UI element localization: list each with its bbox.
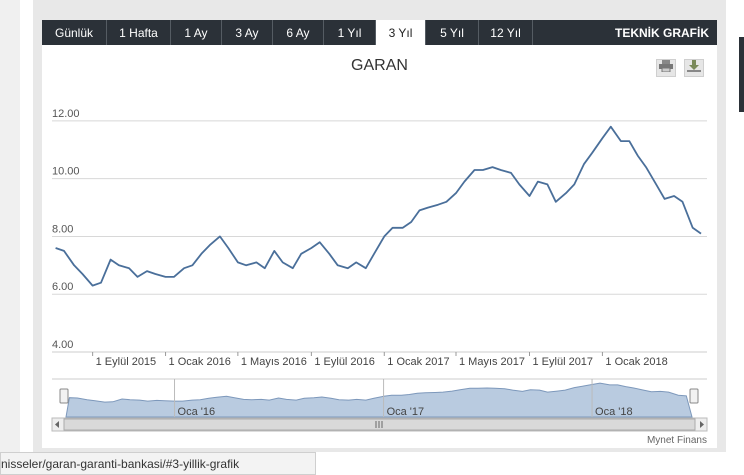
tab-3-years[interactable]: 3 Yıl: [376, 20, 426, 45]
chart-title: GARAN: [351, 57, 408, 74]
navigator-right-handle[interactable]: [689, 388, 699, 404]
download-icon: [687, 59, 701, 77]
scroll-left-arrow-icon: [55, 421, 59, 428]
navigator-label: Oca '16: [178, 406, 216, 418]
x-tick-label: 1 Eylül 2017: [533, 356, 594, 368]
tab-3-months[interactable]: 3 Ay: [222, 20, 273, 45]
x-tick-label: 1 Eylül 2015: [96, 356, 157, 368]
tab-6-months[interactable]: 6 Ay: [273, 20, 324, 45]
y-tick-label: 8.00: [52, 223, 73, 235]
price-chart: 4.00 6.00 8.00 10.00 12.00 1 Eylül 2015 1 Ocak…: [51, 108, 708, 432]
x-tick-label: 1 Ocak 2018: [605, 356, 667, 368]
tab-1-year[interactable]: 1 Yıl: [324, 20, 376, 45]
download-button[interactable]: [684, 59, 704, 77]
y-tick-label: 10.00: [52, 166, 80, 178]
x-tick-label: 1 Ocak 2016: [169, 356, 231, 368]
navigator-left-handle[interactable]: [59, 388, 69, 404]
status-url: nisseler/garan-garanti-bankasi/#3-yillik…: [1, 456, 240, 471]
browser-status-bar: nisseler/garan-garanti-bankasi/#3-yillik…: [0, 452, 316, 475]
scroll-right-arrow-icon: [700, 421, 704, 428]
navigator-label: Oca '17: [387, 406, 425, 418]
y-tick-label: 4.00: [52, 339, 73, 351]
tab-1-month[interactable]: 1 Ay: [171, 20, 222, 45]
right-side-widget: [739, 37, 744, 112]
x-tick-label: 1 Ocak 2017: [387, 356, 449, 368]
price-line: [55, 125, 702, 287]
print-icon: [659, 59, 673, 77]
y-tick-label: 6.00: [52, 281, 73, 293]
tab-1-week[interactable]: 1 Hafta: [107, 20, 171, 45]
left-page-strip: [0, 0, 20, 452]
tab-daily[interactable]: Günlük: [42, 20, 107, 45]
tab-12-years[interactable]: 12 Yıl: [479, 20, 533, 45]
y-tick-label: 12.00: [52, 108, 80, 120]
chart-area: GARAN 4.00 6.00 8.00 10.00 12.00 1 Eylül 2015…: [42, 45, 717, 448]
x-tick-label: 1 Eylül 2016: [314, 356, 375, 368]
navigator-label: Oca '18: [595, 406, 633, 418]
period-tab-bar: Günlük 1 Hafta 1 Ay 3 Ay 6 Ay 1 Yıl 3 Yı…: [42, 20, 717, 45]
tab-5-years[interactable]: 5 Yıl: [426, 20, 479, 45]
x-tick-label: 1 Mayıs 2016: [241, 356, 307, 368]
print-button[interactable]: [656, 59, 676, 77]
source-label: Mynet Finans: [646, 435, 707, 446]
x-tick-label: 1 Mayıs 2017: [459, 356, 525, 368]
technical-chart-link[interactable]: TEKNİK GRAFİK: [615, 25, 709, 40]
